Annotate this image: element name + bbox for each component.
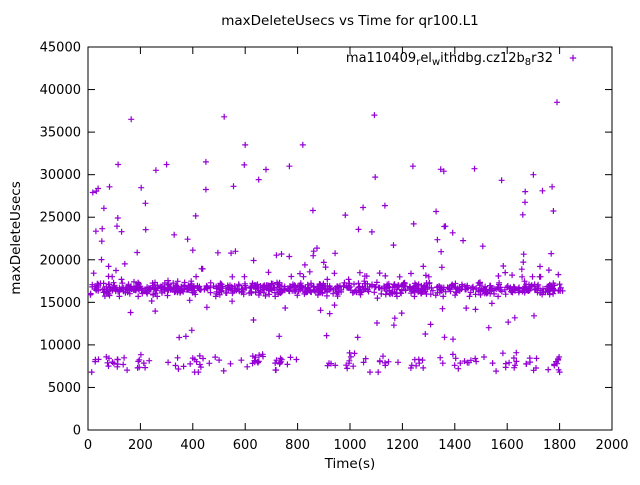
legend-marker-sample [569, 54, 577, 62]
x-tick-label: 0 [84, 438, 92, 453]
axis-tick-labels: 0 200 400 600 800 1000 1200 1400 1600 1800 2000050… [40, 41, 629, 454]
axis-ticks [87, 46, 613, 431]
x-tick-label: 600 [233, 438, 258, 453]
x-tick-label: 400 [180, 438, 205, 453]
y-tick-label: 0 [73, 424, 81, 439]
x-tick-label: 1600 [491, 438, 524, 453]
y-tick-label: 35000 [40, 126, 81, 141]
y-tick-label: 5000 [48, 381, 81, 396]
x-tick-label: 1400 [438, 438, 471, 453]
y-tick-label: 40000 [40, 83, 81, 98]
x-tick-label: 1800 [543, 438, 576, 453]
chart-title: maxDeleteUsecs vs Time for qr100.L1 [221, 13, 479, 29]
scatter-points [87, 99, 566, 376]
x-tick-label: 2000 [595, 438, 628, 453]
y-axis-label: maxDeleteUsecs [8, 181, 24, 294]
x-tick-label: 800 [285, 438, 310, 453]
y-tick-label: 30000 [40, 168, 81, 183]
x-axis-label: Time(s) [324, 456, 376, 472]
legend: ma110409relwithdbg.cz12b8r32 [346, 51, 577, 68]
x-tick-label: 1200 [386, 438, 419, 453]
x-tick-label: 1000 [333, 438, 366, 453]
legend-series-label: ma110409relwithdbg.cz12b8r32 [346, 51, 553, 68]
y-tick-label: 10000 [40, 338, 81, 353]
y-tick-label: 25000 [40, 211, 81, 226]
y-tick-label: 45000 [40, 41, 81, 56]
y-tick-label: 15000 [40, 296, 81, 311]
y-tick-label: 20000 [40, 253, 81, 268]
x-tick-label: 200 [128, 438, 153, 453]
